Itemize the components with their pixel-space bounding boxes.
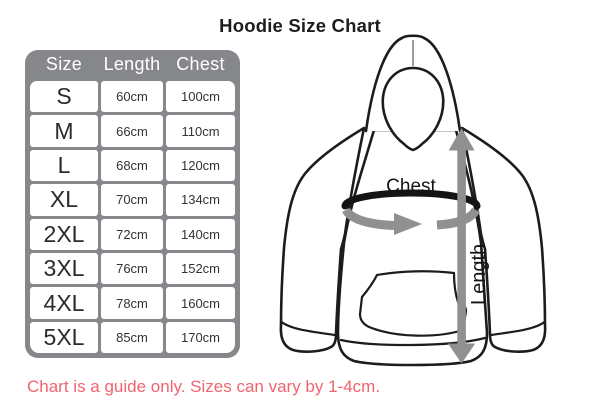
size-cell: 5XL — [30, 321, 98, 354]
chest-cell: 120cm — [166, 149, 235, 182]
size-cell: XL — [30, 184, 98, 216]
kangaroo-pocket — [358, 270, 468, 337]
size-cell: 4XL — [30, 287, 98, 319]
chest-arrowhead — [394, 213, 422, 235]
length-cell: 66cm — [101, 115, 163, 147]
size-cell: S — [30, 81, 98, 113]
length-cell: 76cm — [101, 252, 163, 285]
chest-ellipse-back — [341, 189, 481, 210]
size-table: Size Length Chest S 60cm 100cm M 66cm 11… — [25, 50, 240, 358]
column-header-length: Length — [103, 53, 161, 74]
column-header-size: Size — [45, 53, 83, 74]
hoodie-hem-seam — [339, 336, 487, 347]
chest-cell: 140cm — [166, 218, 235, 250]
length-cell: 85cm — [101, 321, 163, 354]
chest-cell: 160cm — [166, 287, 235, 319]
hoodie-diagram: Chest Length — [279, 34, 547, 367]
chest-cell: 152cm — [166, 252, 235, 285]
length-cell: 78cm — [101, 287, 163, 319]
length-cell: 70cm — [101, 184, 163, 216]
size-table-grid: Size Length Chest S 60cm 100cm M 66cm 11… — [30, 50, 235, 354]
hoodie-left-sleeve — [279, 126, 366, 353]
size-cell: 3XL — [30, 252, 98, 285]
hoodie-left-cuff-seam — [280, 320, 337, 337]
hoodie-right-sleeve — [460, 126, 547, 353]
length-arrowhead-up — [448, 128, 475, 151]
size-cell: 2XL — [30, 218, 98, 250]
length-cell: 60cm — [101, 81, 163, 113]
length-arrowhead-down — [448, 343, 476, 364]
hoodie-hood-outline — [364, 34, 462, 133]
length-measure-arrow — [448, 128, 476, 364]
hood-face-opening — [381, 66, 445, 152]
chest-label: Chest — [386, 176, 436, 197]
hoodie-illustration — [279, 34, 547, 367]
length-cell: 68cm — [101, 149, 163, 182]
chest-cell: 100cm — [166, 81, 235, 113]
length-label: Length — [468, 244, 490, 305]
page-title: Hoodie Size Chart — [219, 15, 381, 36]
chest-ellipse-front-left — [342, 207, 395, 230]
chest-cell: 170cm — [166, 321, 235, 354]
size-cell: M — [30, 115, 98, 147]
chest-cell: 110cm — [166, 115, 235, 147]
length-cell: 72cm — [101, 218, 163, 250]
chest-cell: 134cm — [166, 184, 235, 216]
size-cell: L — [30, 149, 98, 182]
length-arrow-shaft — [457, 147, 466, 345]
hoodie-right-cuff-seam — [489, 320, 546, 337]
column-header-chest: Chest — [176, 53, 225, 74]
disclaimer-note: Chart is a guide only. Sizes can vary by… — [27, 377, 381, 396]
